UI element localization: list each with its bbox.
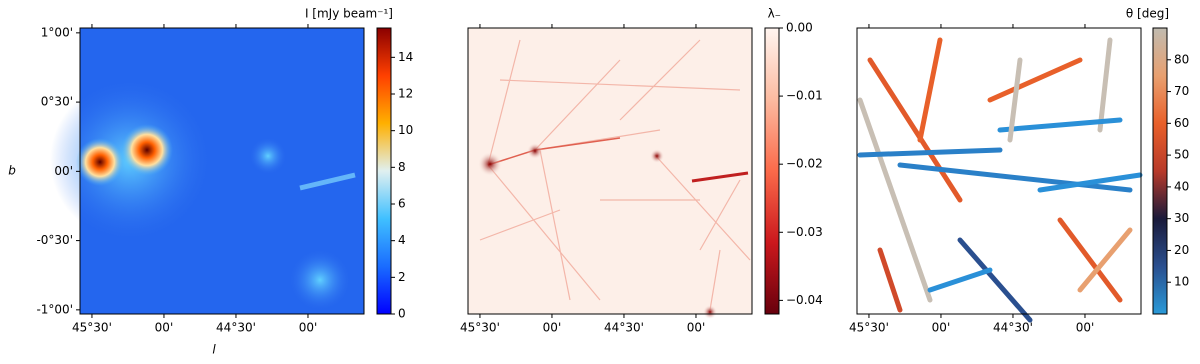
image-eigenvalue: [468, 28, 752, 319]
colorbar-tick-label: 80: [1174, 52, 1189, 66]
colorbar-tick-label: 50: [1174, 148, 1189, 162]
x-tick-label: 00': [543, 321, 562, 335]
y-axis-label: b: [8, 164, 16, 178]
colorbar-tick-label: 0.00: [786, 21, 813, 35]
image-intensity: [50, 28, 364, 314]
x-tick-label: 00': [299, 321, 318, 335]
colorbar-tick-label: −0.02: [786, 157, 823, 171]
y-tick-label: 00': [54, 164, 73, 178]
colorbar-tick-label: 40: [1174, 179, 1189, 193]
colorbar: [1152, 27, 1168, 315]
x-tick-label: 00': [1076, 321, 1095, 335]
colorbar-tick-label: 20: [1174, 243, 1189, 257]
colorbar-tick-label: 10: [398, 123, 413, 137]
x-tick-label: 44°30': [993, 321, 1033, 335]
colorbar-tick-label: 70: [1174, 84, 1189, 98]
colorbar-tick-label: 12: [398, 87, 413, 101]
colorbar-tick-label: 6: [398, 197, 406, 211]
x-tick-label: 00': [687, 321, 706, 335]
colorbar-label: I [mJy beam⁻¹]: [305, 7, 393, 21]
x-tick-label: 45°30': [849, 321, 889, 335]
axes-frame: [856, 27, 1142, 315]
image-angle: [857, 28, 1143, 323]
colorbar-tick-label: −0.01: [786, 89, 823, 103]
x-axis-label: l: [212, 343, 216, 357]
colorbar-tick-label: 60: [1174, 116, 1189, 130]
colorbar: [764, 27, 780, 315]
colorbar-tick-label: 0: [398, 307, 406, 321]
colorbar: [376, 27, 392, 315]
x-tick-label: 44°30': [604, 321, 644, 335]
colorbar-tick-label: 14: [398, 50, 413, 64]
x-tick-label: 44°30': [216, 321, 256, 335]
x-tick-label: 45°30': [460, 321, 500, 335]
y-tick-label: 1°00': [41, 25, 73, 39]
colorbar-tick-label: 10: [1174, 275, 1189, 289]
x-tick-label: 45°30': [72, 321, 112, 335]
x-tick-label: 00': [155, 321, 174, 335]
colorbar-tick-label: 30: [1174, 211, 1189, 225]
colorbar-tick-label: −0.03: [786, 225, 823, 239]
colorbar-tick-label: 8: [398, 160, 406, 174]
colorbar-tick-label: 4: [398, 233, 406, 247]
colorbar-label: λ₋: [768, 7, 781, 21]
axes-frame: [467, 27, 753, 315]
y-tick-label: -0°30': [36, 233, 73, 247]
colorbar-tick-label: 2: [398, 270, 406, 284]
x-tick-label: 00': [932, 321, 951, 335]
y-tick-label: -1°00': [36, 302, 73, 316]
colorbar-tick-label: −0.04: [786, 293, 823, 307]
colorbar-label: θ [deg]: [1126, 7, 1169, 21]
y-tick-label: 0°30': [41, 95, 73, 109]
